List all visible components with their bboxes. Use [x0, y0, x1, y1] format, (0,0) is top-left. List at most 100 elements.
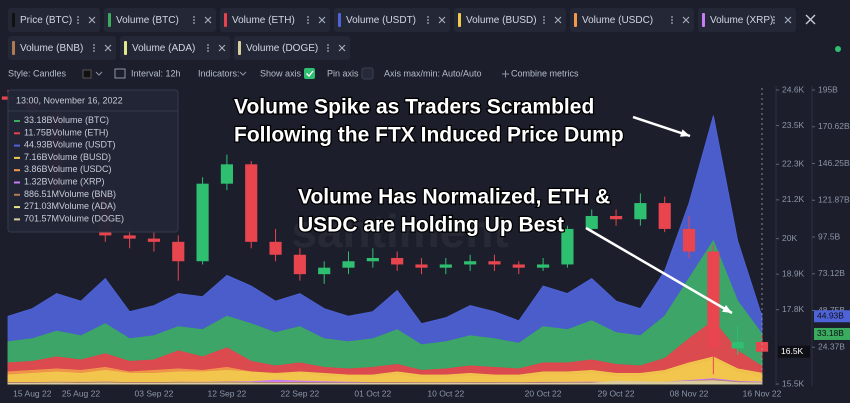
- tab-remove-icon[interactable]: [682, 16, 690, 24]
- metric-tab[interactable]: Volume (BUSD): [454, 8, 566, 32]
- tab-menu-dot[interactable]: [207, 50, 209, 52]
- candle-body: [245, 164, 258, 242]
- tooltip-swatch: [14, 169, 20, 172]
- tab-remove-icon[interactable]: [218, 44, 226, 52]
- tab-menu-dot[interactable]: [207, 44, 209, 46]
- y-tick-label: 17.8K: [782, 304, 805, 314]
- y-tick-label: 22.3K: [782, 159, 805, 169]
- tab-menu-dot[interactable]: [307, 16, 309, 18]
- tab-remove-icon[interactable]: [204, 16, 212, 24]
- tab-menu-dot[interactable]: [671, 22, 673, 24]
- tab-background[interactable]: [334, 8, 450, 32]
- metric-tab[interactable]: Price (BTC): [8, 8, 100, 32]
- tooltip-value: 701.57M: [24, 214, 59, 224]
- tab-menu-dot[interactable]: [77, 22, 79, 24]
- tooltip-swatch: [14, 144, 20, 147]
- plot-area: santiment: [1, 88, 769, 385]
- show-axis-checkbox[interactable]: [304, 68, 315, 79]
- metric-tab[interactable]: Volume (BNB): [8, 36, 116, 60]
- tab-menu-dot[interactable]: [427, 19, 429, 21]
- metric-tab[interactable]: Volume (BTC): [104, 8, 216, 32]
- tab-background[interactable]: [120, 36, 230, 60]
- tab-remove-icon[interactable]: [338, 44, 346, 52]
- x-tick-label: 25 Aug 22: [62, 388, 101, 398]
- tab-remove-icon[interactable]: [438, 16, 446, 24]
- tab-background[interactable]: [8, 8, 100, 32]
- style-select[interactable]: Style: Candles: [8, 68, 67, 78]
- tab-menu-dot[interactable]: [307, 19, 309, 21]
- metric-tab[interactable]: Volume (ADA): [120, 36, 230, 60]
- tab-menu-dot[interactable]: [93, 44, 95, 46]
- metric-tab[interactable]: Volume (XRP): [698, 8, 796, 32]
- tab-remove-icon[interactable]: [554, 16, 562, 24]
- tab-menu-dot[interactable]: [773, 22, 775, 24]
- annotation: Volume Spike as Traders Scrambled: [234, 96, 594, 119]
- tab-background[interactable]: [234, 36, 350, 60]
- tab-menu-dot[interactable]: [327, 47, 329, 49]
- tab-menu-dot[interactable]: [671, 16, 673, 18]
- x-tick-label: 15 Aug 22: [13, 388, 52, 398]
- tab-menu-dot[interactable]: [327, 50, 329, 52]
- tab-color-marker: [12, 41, 15, 55]
- value-badge: [778, 345, 810, 358]
- candle: [609, 209, 623, 226]
- tab-menu-dot[interactable]: [427, 16, 429, 18]
- combine-metrics[interactable]: Combine metrics: [511, 68, 579, 78]
- tab-background[interactable]: [570, 8, 694, 32]
- close-panel[interactable]: [805, 14, 816, 25]
- tooltip-value: 7.16B: [24, 152, 48, 162]
- metric-tab[interactable]: Volume (USDC): [570, 8, 694, 32]
- x-tick-label: 10 Oct 22: [427, 388, 464, 398]
- tab-menu-dot[interactable]: [193, 19, 195, 21]
- interval-select[interactable]: Interval: 12h: [131, 68, 181, 78]
- tab-menu-dot[interactable]: [77, 19, 79, 21]
- check-mark: [306, 70, 314, 78]
- candle: [147, 228, 161, 252]
- metric-tab[interactable]: Volume (ETH): [220, 8, 330, 32]
- tab-remove-icon[interactable]: [88, 16, 96, 24]
- show-axis-label[interactable]: Show axis: [260, 68, 302, 78]
- tab-menu-dot[interactable]: [773, 16, 775, 18]
- tab-remove-icon[interactable]: [784, 16, 792, 24]
- tab-menu-dot[interactable]: [427, 22, 429, 24]
- tab-menu-dot[interactable]: [543, 22, 545, 24]
- tab-menu-dot[interactable]: [543, 16, 545, 18]
- candle: [245, 161, 258, 249]
- tab-menu-dot[interactable]: [327, 44, 329, 46]
- tab-menu-dot[interactable]: [543, 19, 545, 21]
- chevron: [95, 71, 103, 76]
- pin-axis-checkbox[interactable]: [361, 67, 374, 80]
- tab-menu-dot[interactable]: [193, 16, 195, 18]
- tab-background[interactable]: [8, 36, 116, 60]
- color-swatch[interactable]: [82, 69, 92, 79]
- tooltip-series-name: Volume (BNB): [59, 189, 116, 199]
- close-icon[interactable]: [805, 14, 816, 25]
- tooltip-swatch: [14, 193, 20, 196]
- indicators-select[interactable]: Indicators:: [198, 68, 240, 78]
- candle: [391, 251, 404, 271]
- tab-background[interactable]: [454, 8, 566, 32]
- tab-menu-dot[interactable]: [307, 22, 309, 24]
- tab-background[interactable]: [220, 8, 330, 32]
- tab-remove-icon[interactable]: [104, 44, 112, 52]
- tab-menu-dot[interactable]: [93, 50, 95, 52]
- tab-remove-icon[interactable]: [318, 16, 326, 24]
- tab-menu-dot[interactable]: [93, 47, 95, 49]
- tooltip-value: 3.86B: [24, 165, 48, 175]
- candle: [196, 177, 209, 265]
- tab-background[interactable]: [698, 8, 796, 32]
- tab-menu-dot[interactable]: [77, 16, 79, 18]
- tab-color-marker: [338, 13, 341, 27]
- metric-tab[interactable]: Volume (DOGE): [234, 36, 350, 60]
- metric-tab[interactable]: Volume (USDT): [334, 8, 450, 32]
- tab-menu-dot[interactable]: [773, 19, 775, 21]
- candle-body: [172, 241, 185, 262]
- pin-axis-label[interactable]: Pin axis: [327, 68, 359, 78]
- tab-menu-dot[interactable]: [193, 22, 195, 24]
- candle-body: [220, 164, 233, 184]
- y-tick-label: 23.5K: [782, 120, 805, 130]
- tab-background[interactable]: [104, 8, 216, 32]
- tab-menu-dot[interactable]: [671, 19, 673, 21]
- tab-menu-dot[interactable]: [207, 47, 209, 49]
- axis-minmax[interactable]: Axis max/min: Auto/Auto: [384, 68, 482, 78]
